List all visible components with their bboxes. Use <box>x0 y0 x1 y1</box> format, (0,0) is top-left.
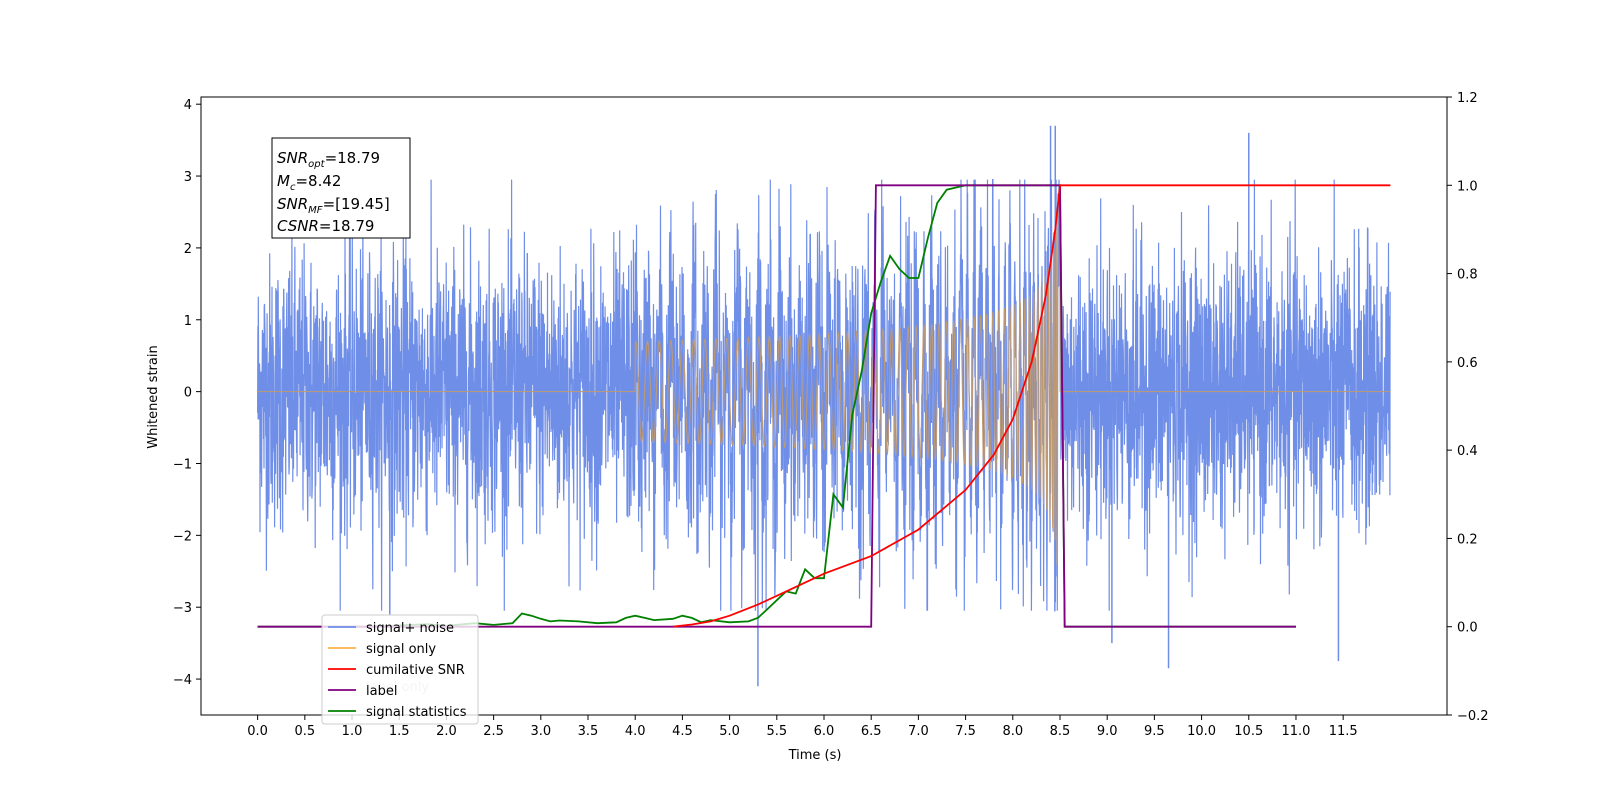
x-tick-label: 3.5 <box>578 724 599 739</box>
y-tick-label: −3 <box>173 601 192 616</box>
series-cumilative-snr <box>672 184 1391 628</box>
annotation-csnr: CSNR=18.79 <box>277 217 374 235</box>
x-tick-label: 4.5 <box>672 724 693 739</box>
x-tick-label: 1.5 <box>389 724 410 739</box>
x-tick-label: 0.0 <box>247 724 268 739</box>
x-tick-label: 2.0 <box>436 724 457 739</box>
y-tick-label: 1 <box>184 314 192 329</box>
annotation-mc: Mc=8.42 <box>277 172 341 193</box>
legend-label: signal statistics <box>366 705 467 720</box>
x-tick-label: 6.0 <box>814 724 835 739</box>
x-tick-label: 1.0 <box>342 724 363 739</box>
legend-label: label <box>366 684 397 699</box>
x-tick-label: 0.5 <box>294 724 315 739</box>
legend-label: cumilative SNR <box>366 663 465 678</box>
annotation-snr_mf: SNRMF=[19.45] <box>277 195 390 216</box>
x-tick-label: 8.0 <box>1002 724 1023 739</box>
series-signal-statistics <box>257 184 1296 628</box>
x-tick-label: 10.0 <box>1187 724 1216 739</box>
series-label <box>257 184 1296 628</box>
y2-tick-label: 0.4 <box>1457 444 1478 459</box>
annotation-box: SNRopt=18.79Mc=8.42SNRMF=[19.45]CSNR=18.… <box>271 137 411 239</box>
x-axis-label: Time (s) <box>788 748 842 763</box>
legend-label: signal+ noise <box>366 621 454 636</box>
y-tick-label: 0 <box>184 386 192 401</box>
y-tick-label: −4 <box>173 673 192 688</box>
x-tick-label: 4.0 <box>625 724 646 739</box>
y2-tick-label: 1.2 <box>1457 91 1478 106</box>
x-tick-label: 10.5 <box>1234 724 1263 739</box>
x-tick-label: 9.0 <box>1097 724 1118 739</box>
y-tick-label: 3 <box>184 170 192 185</box>
y-tick-label: 2 <box>184 242 192 257</box>
y2-tick-label: −0.2 <box>1457 709 1489 724</box>
series-signal-noise <box>257 179 1391 612</box>
x-tick-label: 2.5 <box>483 724 504 739</box>
x-tick-label: 11.0 <box>1281 724 1310 739</box>
y-tick-label: 4 <box>184 98 192 113</box>
annotation-frame <box>271 137 411 239</box>
x-tick-label: 3.0 <box>530 724 551 739</box>
plot-area <box>257 125 1391 687</box>
x-tick-label: 8.5 <box>1050 724 1071 739</box>
legend-frame <box>321 614 479 725</box>
x-tick-label: 5.0 <box>719 724 740 739</box>
legend-label: signal only <box>366 642 436 657</box>
series-signal-only <box>257 202 1391 565</box>
y2-tick-label: 0.0 <box>1457 621 1478 636</box>
y-tick-label: −1 <box>173 457 192 472</box>
x-tick-label: 7.5 <box>955 724 976 739</box>
y2-tick-label: 0.8 <box>1457 268 1478 283</box>
y2-tick-label: 1.0 <box>1457 179 1478 194</box>
axes: 0.0 0.5 1.0 1.5 2.0 2.5 3.0 3.5 4.0 4.5 5.0 5.5 6.0 6… <box>173 91 1489 739</box>
y2-tick-label: 0.2 <box>1457 532 1478 547</box>
x-tick-label: 11.5 <box>1329 724 1358 739</box>
x-tick-label: 6.5 <box>861 724 882 739</box>
y-axis-label: Whitened strain <box>146 345 161 448</box>
y2-tick-label: 0.6 <box>1457 356 1478 371</box>
x-tick-label: 7.0 <box>908 724 929 739</box>
x-tick-label: 9.5 <box>1144 724 1165 739</box>
x-tick-label: 5.5 <box>766 724 787 739</box>
y-tick-label: −2 <box>173 529 192 544</box>
annotation-snr_opt: SNRopt=18.79 <box>277 149 380 170</box>
